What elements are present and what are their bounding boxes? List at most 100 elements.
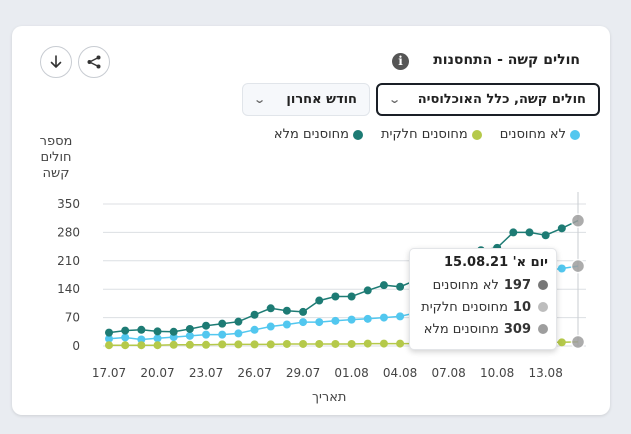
data-point-unvaccinated <box>347 315 356 324</box>
data-point-full <box>266 304 275 313</box>
data-point-partial <box>185 340 194 349</box>
tooltip-date: יום א' 15.08.21 <box>444 255 548 270</box>
data-point-partial <box>315 339 324 348</box>
data-point-partial <box>347 339 356 348</box>
data-point-partial <box>379 339 388 348</box>
data-point-partial <box>282 339 291 348</box>
y-tick-label: 140 <box>57 282 80 296</box>
data-point-unvaccinated <box>234 329 243 338</box>
population-select-value: חולים קשה, כלל האוכלוסיה <box>417 92 586 107</box>
legend-label-partial: מחוסנים חלקית <box>381 127 468 142</box>
download-button[interactable] <box>40 46 72 78</box>
y-tick-label: 280 <box>57 225 80 239</box>
data-point-full <box>282 306 291 315</box>
legend-dot-partial <box>471 129 482 140</box>
data-point-full <box>202 321 211 330</box>
data-point-full <box>315 296 324 305</box>
tooltip-dot <box>538 280 548 290</box>
data-point-unvaccinated <box>185 331 194 340</box>
hover-marker-partial <box>570 334 586 350</box>
data-point-partial <box>153 341 162 350</box>
tooltip-label: מחוסנים חלקית <box>421 299 508 315</box>
data-point-full <box>105 328 113 337</box>
x-tick-label: 01.08 <box>334 366 368 380</box>
y-axis-label-line: מספר <box>39 134 73 149</box>
data-point-unvaccinated <box>202 330 211 339</box>
line-chart[interactable]: 0 70 140 210 280 350 17.07 20.07 23.07 26.07 29.07… <box>12 26 610 415</box>
data-point-full <box>557 224 566 233</box>
hover-marker-full <box>570 213 586 228</box>
data-point-partial <box>266 340 275 349</box>
hover-marker-unvaccinated <box>570 258 586 274</box>
data-point-unvaccinated <box>250 325 259 334</box>
data-point-full <box>153 327 162 336</box>
data-point-full <box>234 317 243 326</box>
data-point-partial <box>396 339 405 348</box>
chevron-down-icon: ⌄ <box>388 93 402 106</box>
data-point-partial <box>121 341 130 350</box>
data-point-full <box>121 326 130 335</box>
data-point-unvaccinated <box>137 335 146 344</box>
legend-dot-full <box>353 129 363 140</box>
legend-label-full: מחוסנים מלא <box>273 127 349 142</box>
data-point-full <box>185 324 194 333</box>
tooltip-value: 197 <box>503 277 531 293</box>
data-point-unvaccinated <box>557 264 566 273</box>
data-point-full <box>379 281 388 290</box>
tooltip-row: 197 לא מחוסנים <box>418 274 548 296</box>
legend-item-unvaccinated[interactable]: לא מחוסנים <box>500 127 580 142</box>
legend-item-full[interactable]: מחוסנים מלא <box>274 127 363 142</box>
share-button[interactable] <box>78 46 110 78</box>
x-tick-label: 17.07 <box>92 366 126 380</box>
period-select[interactable]: חודש אחרון ⌄ <box>242 83 370 116</box>
data-point-full <box>525 228 534 237</box>
data-point-unvaccinated <box>396 312 405 321</box>
chart-tooltip: יום א' 15.08.21 197 לא מחוסנים 10 מחוסני… <box>409 248 557 350</box>
data-point-full <box>541 231 550 240</box>
x-tick-label: 13.08 <box>528 366 562 380</box>
y-axis-label-line: קשה <box>42 166 70 181</box>
data-point-partial <box>331 339 340 348</box>
tooltip-dot <box>538 324 548 334</box>
chevron-down-icon: ⌄ <box>253 93 267 106</box>
data-point-partial <box>299 339 308 348</box>
population-select[interactable]: חולים קשה, כלל האוכלוסיה ⌄ <box>376 83 600 116</box>
data-point-partial <box>218 340 227 349</box>
x-tick-label: 07.08 <box>431 366 465 380</box>
x-tick-label: 23.07 <box>189 366 223 380</box>
tooltip-label: לא מחוסנים <box>432 277 499 293</box>
data-point-unvaccinated <box>153 334 162 343</box>
data-point-unvaccinated <box>299 318 308 327</box>
data-point-full <box>347 292 356 301</box>
data-point-full <box>331 292 340 301</box>
tooltip-row: 309 מחוסנים מלא <box>418 318 548 340</box>
data-point-unvaccinated <box>379 313 388 322</box>
legend-dot-unvaccinated <box>570 129 580 140</box>
data-point-partial <box>557 338 566 347</box>
data-point-full <box>363 286 372 295</box>
info-icon[interactable]: i <box>392 53 409 70</box>
data-point-unvaccinated <box>121 333 130 342</box>
download-icon <box>50 55 62 68</box>
share-icon <box>87 55 101 69</box>
tooltip-row: 10 מחוסנים חלקית <box>418 296 548 318</box>
chart-legend: לא מחוסנים מחוסנים חלקית מחוסנים מלא <box>274 127 580 142</box>
x-tick-label: 20.07 <box>140 366 174 380</box>
data-point-full <box>299 307 308 316</box>
period-select-value: חודש אחרון <box>286 92 357 107</box>
data-point-unvaccinated <box>363 314 372 323</box>
x-tick-label: 04.08 <box>383 366 417 380</box>
data-point-partial <box>105 341 113 350</box>
legend-item-partial[interactable]: מחוסנים חלקית <box>381 127 482 142</box>
data-point-full <box>396 282 405 291</box>
tooltip-label: מחוסנים מלא <box>423 321 499 337</box>
data-point-full <box>218 319 227 328</box>
data-point-unvaccinated <box>331 316 340 325</box>
data-point-full <box>137 325 146 334</box>
data-point-partial <box>234 340 243 349</box>
data-point-partial <box>363 339 372 348</box>
data-point-unvaccinated <box>218 330 227 339</box>
tooltip-value: 309 <box>503 321 531 337</box>
x-axis-label: תאריך <box>312 390 347 405</box>
data-point-unvaccinated <box>105 334 113 343</box>
